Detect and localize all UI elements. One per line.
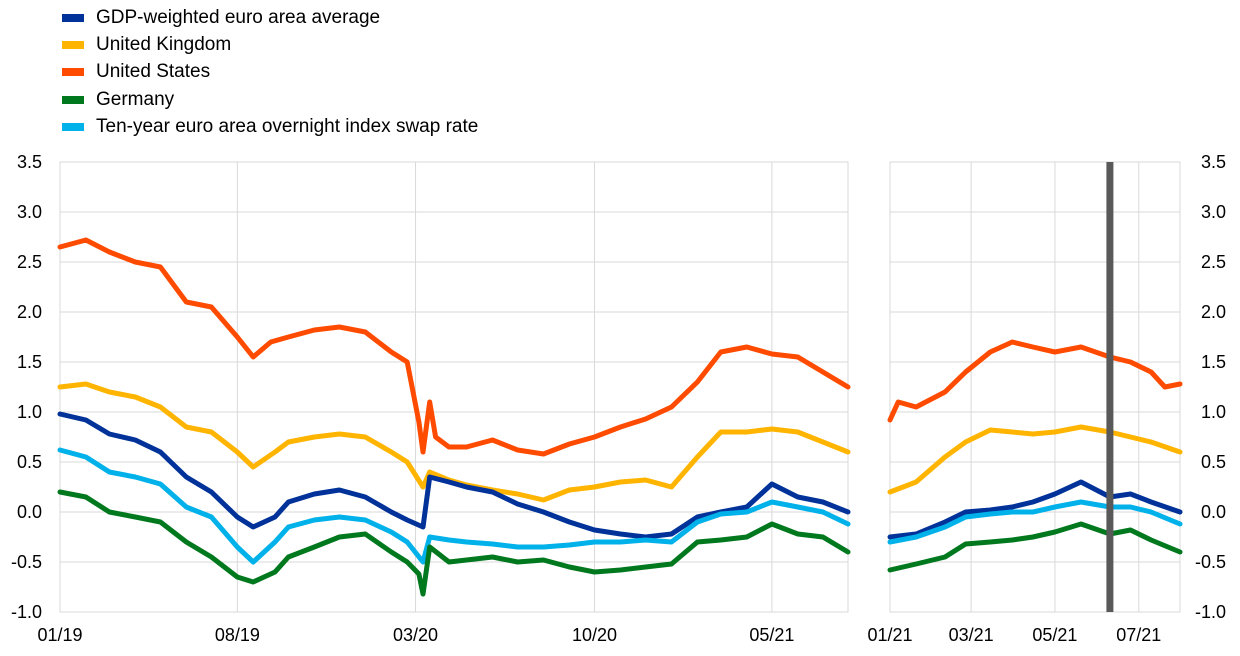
series-line-ten-year-euro-area-overnight-index-swap-rate bbox=[57, 447, 851, 565]
legend-swatch bbox=[62, 95, 84, 104]
y-tick-label-left: 3.0 bbox=[17, 202, 42, 222]
y-tick-label-right: 3.5 bbox=[1201, 152, 1226, 172]
y-tick-label-right: -1.0 bbox=[1195, 602, 1226, 622]
y-tick-label-right: 0.5 bbox=[1201, 452, 1226, 472]
series-lines bbox=[57, 162, 1183, 612]
legend-label: Ten-year euro area overnight index swap … bbox=[96, 115, 479, 137]
y-tick-label-right: 3.0 bbox=[1201, 202, 1226, 222]
y-tick-label-left: 2.0 bbox=[17, 302, 42, 322]
series-line-united-kingdom bbox=[887, 424, 1183, 495]
legend-item: GDP-weighted euro area average bbox=[62, 4, 478, 31]
x-tick-label: 01/19 bbox=[37, 625, 82, 645]
legend-swatch bbox=[62, 68, 84, 77]
series-line-united-kingdom bbox=[57, 381, 851, 503]
x-tick-label: 08/19 bbox=[215, 625, 260, 645]
series-line-united-states bbox=[887, 339, 1183, 423]
legend-label: United States bbox=[96, 61, 211, 83]
y-tick-label-right: 2.5 bbox=[1201, 252, 1226, 272]
legend-label: Germany bbox=[96, 88, 175, 110]
x-tick-label: 03/20 bbox=[393, 625, 438, 645]
series-line-united-states bbox=[57, 237, 851, 457]
y-tick-label-left: 1.0 bbox=[17, 402, 42, 422]
y-tick-label-left: 0.5 bbox=[17, 452, 42, 472]
plot-area-left bbox=[59, 161, 849, 613]
series-line-germany bbox=[887, 521, 1183, 573]
series-line-gdp-weighted-euro-area-average bbox=[57, 411, 851, 540]
y-tick-label-right: 1.0 bbox=[1201, 402, 1226, 422]
y-tick-label-right: 1.5 bbox=[1201, 352, 1226, 372]
x-tick-label: 03/21 bbox=[949, 625, 994, 645]
legend-item: Ten-year euro area overnight index swap … bbox=[62, 113, 478, 140]
x-tick-label: 07/21 bbox=[1116, 625, 1161, 645]
x-tick-label: 05/21 bbox=[749, 625, 794, 645]
series-line-gdp-weighted-euro-area-average bbox=[887, 479, 1183, 540]
legend: GDP-weighted euro area average United Kin… bbox=[62, 4, 478, 140]
legend-item: United States bbox=[62, 59, 478, 86]
y-tick-label-right: 0.0 bbox=[1201, 502, 1226, 522]
plot-area-right bbox=[889, 161, 1181, 613]
x-tick-label: 05/21 bbox=[1032, 625, 1077, 645]
y-tick-label-right: -0.5 bbox=[1195, 552, 1226, 572]
legend-swatch bbox=[62, 13, 84, 22]
x-tick-label: 01/21 bbox=[867, 625, 912, 645]
y-tick-label-left: 1.5 bbox=[17, 352, 42, 372]
y-tick-label-right: 2.0 bbox=[1201, 302, 1226, 322]
y-tick-label-left: -0.5 bbox=[11, 552, 42, 572]
y-tick-label-left: 0.0 bbox=[17, 502, 42, 522]
y-tick-label-left: 2.5 bbox=[17, 252, 42, 272]
legend-label: United Kingdom bbox=[96, 33, 232, 55]
legend-label: GDP-weighted euro area average bbox=[96, 6, 381, 28]
y-tick-label-left: -1.0 bbox=[11, 602, 42, 622]
y-tick-label-left: 3.5 bbox=[17, 152, 42, 172]
series-line-ten-year-euro-area-overnight-index-swap-rate bbox=[887, 499, 1183, 545]
legend-item: United Kingdom bbox=[62, 31, 478, 58]
legend-swatch bbox=[62, 40, 84, 49]
legend-item: Germany bbox=[62, 86, 478, 113]
legend-swatch bbox=[62, 122, 84, 131]
tick-labels: 3.5 3.0 2.5 2.0 1.5 1.0 0.5 0.0 -0.5 -1.0 01/19 08/… bbox=[11, 152, 1226, 645]
series-line-germany bbox=[57, 489, 851, 597]
x-tick-label: 10/20 bbox=[572, 625, 617, 645]
